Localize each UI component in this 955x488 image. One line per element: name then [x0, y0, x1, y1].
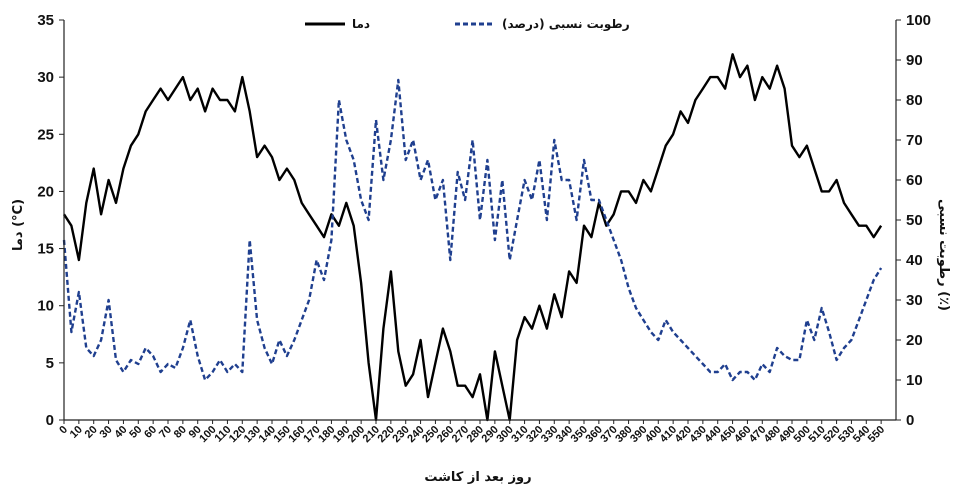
- x-axis-title: روز بعد از کاشت: [424, 470, 531, 485]
- right-y-tick-label: 70: [906, 132, 923, 149]
- right-y-axis-title: رطوبت نسبی (٪): [936, 199, 951, 311]
- left-y-tick-label: 20: [37, 183, 54, 200]
- x-tick-label: 0: [57, 424, 70, 437]
- right-y-tick-label: 80: [906, 92, 923, 109]
- x-tick-label: 550: [866, 424, 887, 445]
- legend-humidity-label: رطوبت نسبی (درصد): [502, 17, 630, 32]
- left-y-tick-label: 25: [37, 126, 54, 143]
- right-y-tick-label: 40: [906, 252, 923, 269]
- left-y-tick-label: 30: [37, 69, 54, 86]
- left-y-tick-label: 15: [37, 241, 54, 258]
- right-y-tick-label: 20: [906, 332, 923, 349]
- left-y-tick-label: 35: [37, 12, 54, 29]
- right-y-tick-label: 10: [906, 372, 923, 389]
- left-y-tick-label: 0: [46, 412, 54, 429]
- left-y-tick-label: 5: [46, 355, 54, 372]
- left-y-tick-label: 10: [37, 298, 54, 315]
- right-y-tick-label: 90: [906, 52, 923, 69]
- legend: دما رطوبت نسبی (درصد): [305, 17, 630, 32]
- axes: 0510152025303501020304050607080901000102…: [37, 12, 931, 445]
- left-y-axis-title: دما (°C): [11, 199, 26, 251]
- temperature-series-line: [62, 53, 883, 422]
- right-y-tick-label: 60: [906, 172, 923, 189]
- right-y-tick-label: 100: [906, 12, 931, 29]
- right-y-tick-label: 30: [906, 292, 923, 309]
- right-y-tick-label: 50: [906, 212, 923, 229]
- humidity-series-line: [62, 78, 883, 382]
- series-layer: [62, 53, 883, 422]
- right-y-tick-label: 0: [906, 412, 914, 429]
- legend-temperature-label: دما: [352, 17, 370, 31]
